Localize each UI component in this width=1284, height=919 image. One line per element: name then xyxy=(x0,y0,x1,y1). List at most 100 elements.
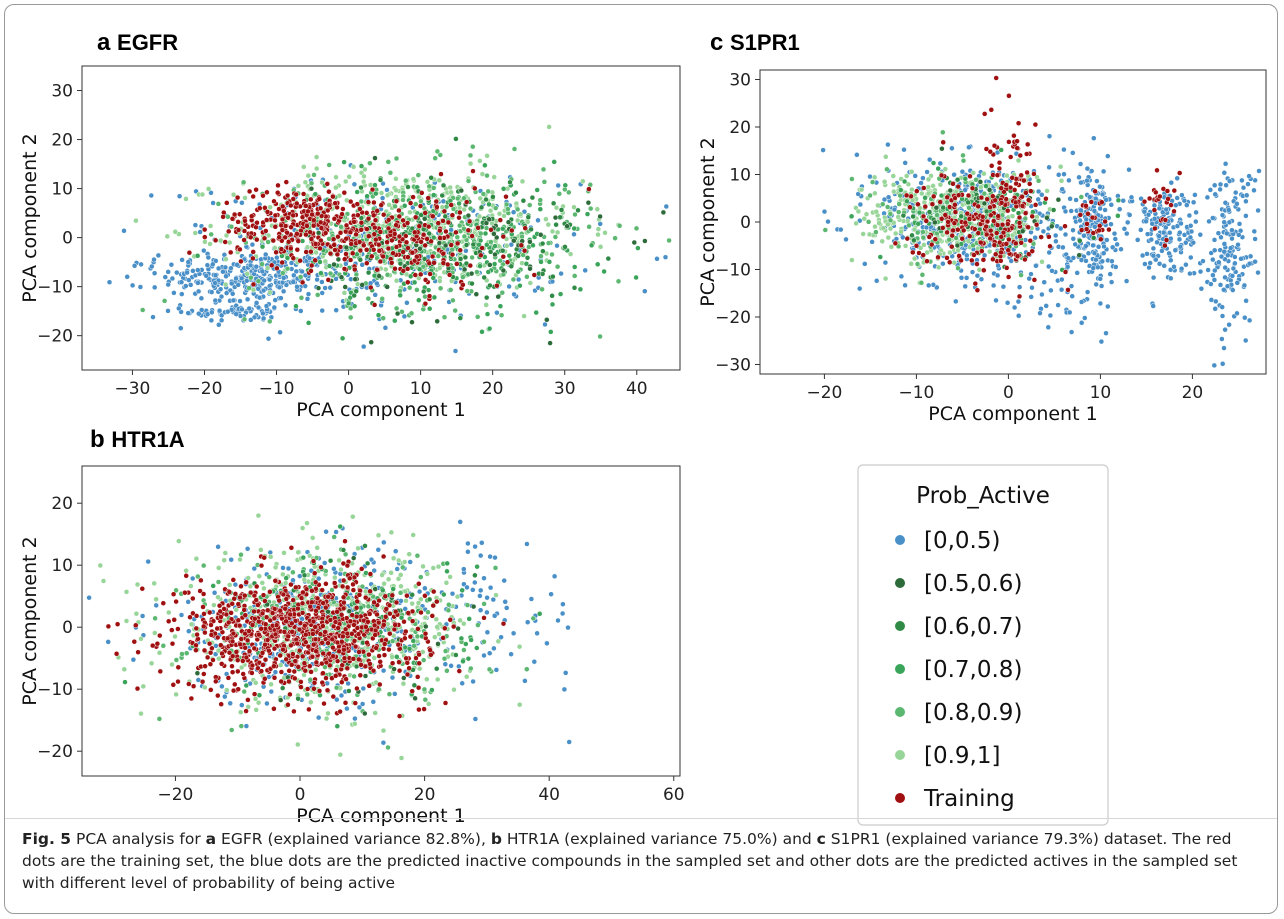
y-tick-label-a: −20 xyxy=(37,327,73,347)
point-b-3-144 xyxy=(397,590,404,596)
point-b-7-574 xyxy=(340,605,347,612)
point-b-4-50 xyxy=(444,568,450,575)
point-b-7-507 xyxy=(240,671,246,677)
point-b-7-626 xyxy=(283,656,289,663)
point-a-3-173 xyxy=(342,178,349,185)
point-a-1-43 xyxy=(246,305,252,312)
point-b-0-350 xyxy=(394,566,400,572)
point-c-0-107 xyxy=(898,273,905,280)
point-a-2-22 xyxy=(511,291,517,298)
point-a-9-215 xyxy=(475,225,481,231)
point-a-8-104 xyxy=(271,198,277,205)
point-b-2-498 xyxy=(400,680,407,687)
point-b-2-115 xyxy=(422,614,429,621)
point-a-8-146 xyxy=(358,227,364,233)
point-a-4-283 xyxy=(365,295,372,302)
point-b-7-404 xyxy=(131,638,138,645)
point-a-7-25 xyxy=(527,239,533,245)
point-a-3-23 xyxy=(580,178,586,185)
point-b-7-71 xyxy=(318,564,324,571)
point-b-0-159 xyxy=(86,594,92,601)
point-a-8-166 xyxy=(283,179,290,185)
point-b-7-857 xyxy=(235,617,242,624)
point-a-3-262 xyxy=(341,290,348,296)
point-b-7-262 xyxy=(210,657,216,663)
point-b-2-290 xyxy=(281,550,287,556)
point-a-1-69 xyxy=(239,306,245,313)
point-b-7-760 xyxy=(310,618,317,625)
point-a-0-219 xyxy=(228,280,235,287)
point-b-7-101 xyxy=(258,562,265,569)
point-a-3-406 xyxy=(350,164,357,170)
point-b-1-37 xyxy=(477,607,484,613)
point-a-4-72 xyxy=(587,205,594,212)
point-b-7-288 xyxy=(229,669,236,675)
point-a-0-188 xyxy=(293,268,300,275)
point-b-1-34 xyxy=(477,593,483,599)
point-b-7-736 xyxy=(271,706,277,712)
point-b-7-888 xyxy=(309,599,315,606)
point-a-5-110 xyxy=(375,312,382,318)
point-a-4-180 xyxy=(387,170,394,176)
point-b-3-209 xyxy=(420,657,427,663)
point-a-0-142 xyxy=(278,295,284,301)
point-b-7-887 xyxy=(313,648,319,654)
point-b-2-403 xyxy=(398,755,405,761)
point-b-3-182 xyxy=(183,650,190,656)
point-b-7-631 xyxy=(303,586,310,592)
point-a-2-269 xyxy=(662,254,669,260)
point-a-8-50 xyxy=(268,262,275,269)
point-b-3-31 xyxy=(414,552,421,559)
point-b-0-35 xyxy=(211,590,218,596)
point-a-9-144 xyxy=(377,229,384,235)
point-a-1-38 xyxy=(298,308,304,314)
point-b-7-629 xyxy=(226,649,233,656)
point-a-4-81 xyxy=(240,179,247,186)
point-b-7-42 xyxy=(311,570,318,576)
point-a-2-218 xyxy=(343,261,349,267)
point-b-2-304 xyxy=(403,598,409,604)
point-b-4-99 xyxy=(459,587,465,594)
point-c-0-37 xyxy=(1061,171,1067,177)
point-b-7-886 xyxy=(429,613,436,619)
point-a-3-130 xyxy=(545,221,552,228)
point-a-5-129 xyxy=(484,311,491,317)
point-b-3-185 xyxy=(304,691,311,698)
point-a-6-38 xyxy=(453,136,459,142)
point-a-5-93 xyxy=(411,279,418,286)
point-a-4-129 xyxy=(379,296,385,302)
point-a-3-514 xyxy=(226,239,233,246)
point-b-7-749 xyxy=(310,641,317,648)
point-a-7-38 xyxy=(468,270,475,277)
point-a-9-121 xyxy=(400,217,406,224)
point-a-8-80 xyxy=(250,249,256,255)
point-a-9-170 xyxy=(494,282,500,289)
point-b-7-681 xyxy=(352,643,359,650)
point-a-2-45 xyxy=(169,275,176,282)
point-b-0-62 xyxy=(371,567,377,574)
point-a-9-27 xyxy=(330,236,337,242)
point-b-2-454 xyxy=(401,559,408,565)
point-a-1-21 xyxy=(218,317,225,324)
point-a-4-284 xyxy=(474,269,480,275)
point-a-9-179 xyxy=(531,272,538,278)
point-a-0-157 xyxy=(283,282,290,288)
point-b-3-10 xyxy=(411,643,417,649)
point-a-2-27 xyxy=(210,200,216,206)
point-a-7-65 xyxy=(421,216,428,222)
point-a-3-363 xyxy=(513,200,520,207)
point-a-7-50 xyxy=(458,187,465,194)
point-b-7-620 xyxy=(281,629,288,635)
point-a-9-150 xyxy=(294,200,300,207)
point-b-7-544 xyxy=(169,640,176,647)
point-b-7-753 xyxy=(249,622,256,628)
point-b-0-359 xyxy=(392,691,398,697)
point-c-0-146 xyxy=(821,208,828,215)
point-b-2-366 xyxy=(282,580,289,586)
point-c-0-96 xyxy=(885,141,891,148)
point-b-7-206 xyxy=(406,665,412,671)
point-b-0-330 xyxy=(344,705,350,712)
point-b-1-10 xyxy=(531,658,538,665)
point-b-0-161 xyxy=(228,556,234,563)
